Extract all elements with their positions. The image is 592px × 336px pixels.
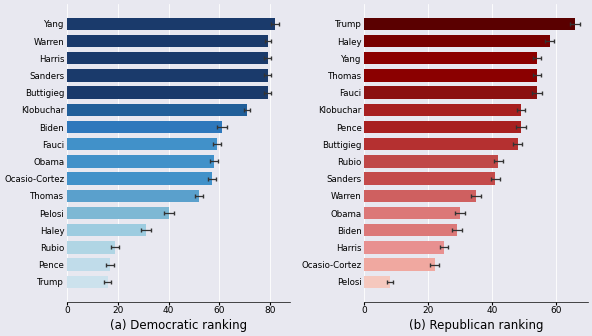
Bar (67, 241, 115, 254)
Bar (365, 258, 435, 271)
Bar (67, 69, 268, 82)
Bar (67, 86, 268, 99)
Bar (67, 276, 108, 288)
Bar (67, 207, 169, 219)
X-axis label: (a) Democratic ranking: (a) Democratic ranking (110, 319, 247, 332)
Bar (365, 241, 444, 254)
Bar (67, 155, 214, 168)
Bar (67, 121, 222, 133)
Bar (67, 172, 212, 185)
Bar (67, 52, 268, 65)
Bar (365, 121, 521, 133)
Bar (365, 224, 457, 237)
Bar (365, 207, 460, 219)
Bar (365, 138, 517, 151)
Bar (365, 52, 537, 65)
Bar (365, 172, 496, 185)
Bar (365, 276, 390, 288)
Bar (67, 190, 199, 202)
Bar (365, 69, 537, 82)
Bar (67, 104, 247, 116)
Bar (67, 138, 217, 151)
X-axis label: (b) Republican ranking: (b) Republican ranking (409, 319, 543, 332)
Bar (365, 155, 498, 168)
Bar (67, 35, 268, 47)
Bar (67, 258, 110, 271)
Bar (365, 190, 476, 202)
Bar (365, 86, 537, 99)
Bar (67, 18, 275, 30)
Bar (365, 104, 521, 116)
Bar (365, 35, 549, 47)
Bar (365, 18, 575, 30)
Bar (67, 224, 146, 237)
